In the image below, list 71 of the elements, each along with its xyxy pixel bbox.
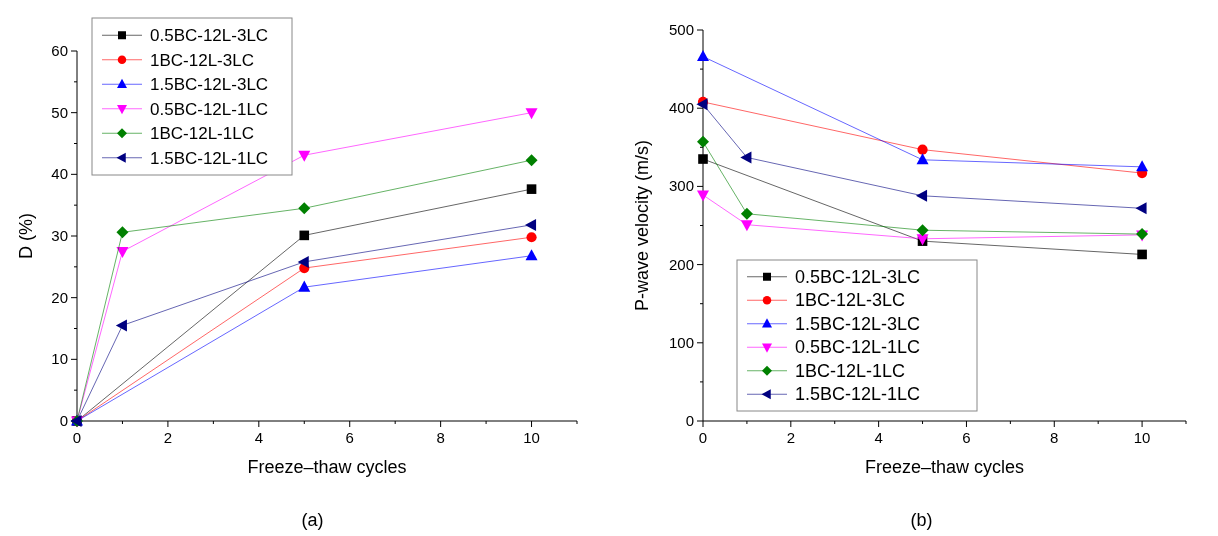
y-tick-label: 30 — [51, 227, 68, 244]
x-tick-label: 2 — [163, 429, 173, 446]
y-axis-title: D (%) — [16, 213, 36, 259]
legend-label: 1BC-12L-3LC — [150, 50, 254, 70]
text: (a) — [301, 510, 324, 530]
point — [524, 218, 537, 231]
point — [917, 144, 928, 155]
y-tick-label: 60 — [51, 42, 68, 59]
y-tick-label: 0 — [685, 412, 694, 429]
point — [915, 189, 928, 202]
point — [115, 319, 127, 332]
point — [740, 207, 753, 220]
x-tick-label: 0 — [72, 429, 82, 446]
point — [116, 226, 129, 239]
point — [697, 135, 709, 148]
legend-label: 1.5BC-12L-1LC — [150, 148, 269, 168]
y-tick-label: 40 — [51, 165, 68, 183]
point — [526, 184, 537, 194]
x-tick-label: 2 — [786, 429, 795, 446]
x-tick-label: 10 — [1133, 429, 1151, 446]
x-tick-label: 8 — [1050, 429, 1059, 446]
point — [298, 150, 311, 162]
point — [1137, 249, 1147, 260]
point — [116, 246, 129, 259]
y-tick-label: 300 — [668, 177, 694, 195]
y-tick-label: 10 — [51, 350, 68, 368]
y-tick-label: 0 — [59, 412, 68, 429]
point — [525, 108, 538, 120]
legend-label: 1.5BC-12L-3LC — [150, 75, 269, 95]
legend-label: 1.5BC-12L-3LC — [795, 313, 921, 334]
point — [525, 154, 538, 167]
x-tick-label: 4 — [254, 429, 263, 446]
legend-label: 1BC-12L-3LC — [795, 290, 906, 311]
point — [525, 249, 538, 261]
x-tick-label: 8 — [436, 429, 445, 446]
legend-label: 1BC-12L-1LC — [795, 360, 906, 381]
legend-label: 0.5BC-12L-1LC — [150, 99, 269, 119]
point — [1135, 202, 1147, 215]
point — [697, 49, 709, 62]
x-tick-label: 10 — [523, 429, 540, 446]
point — [298, 280, 311, 292]
legend-label: 1.5BC-12L-1LC — [795, 384, 921, 405]
y-tick-label: 50 — [51, 103, 68, 121]
point — [299, 230, 310, 241]
point — [297, 255, 309, 268]
x-tick-label: 0 — [698, 429, 708, 446]
point — [740, 151, 752, 164]
point — [697, 190, 709, 202]
y-tick-label: 20 — [51, 288, 68, 306]
legend-label: 0.5BC-12L-3LC — [150, 26, 269, 46]
x-axis-title: Freeze–thaw cycles — [247, 457, 407, 477]
x-tick-label: 6 — [345, 429, 354, 446]
legend-label: 0.5BC-12L-1LC — [795, 337, 921, 358]
point — [916, 153, 929, 165]
y-tick-label: 500 — [668, 21, 694, 38]
y-tick-label: 200 — [668, 255, 694, 273]
x-tick-label: 4 — [874, 429, 883, 446]
x-tick-label: 6 — [962, 429, 971, 446]
y-tick-label: 100 — [668, 333, 694, 351]
x-axis-title: Freeze–thaw cycles — [864, 457, 1025, 477]
y-tick-label: 400 — [668, 99, 694, 117]
point — [698, 154, 708, 164]
legend-label: 1BC-12L-1LC — [150, 124, 254, 144]
point — [298, 202, 311, 215]
point — [526, 232, 537, 243]
point — [1136, 160, 1149, 172]
point — [916, 224, 929, 237]
y-axis-title: P-wave velocity (m/s) — [632, 139, 652, 312]
point — [740, 220, 753, 232]
text: (b) — [910, 510, 933, 530]
legend-label: 0.5BC-12L-3LC — [795, 266, 921, 287]
